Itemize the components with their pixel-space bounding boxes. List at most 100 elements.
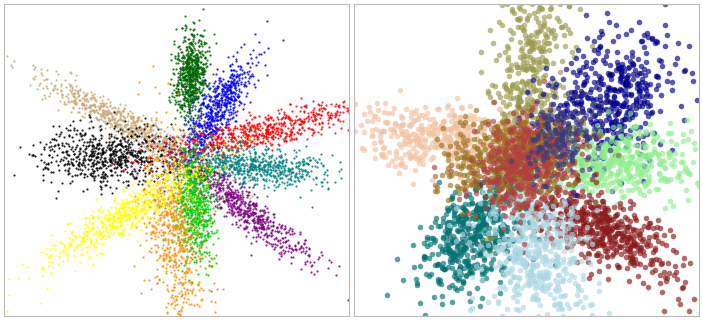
Point xyxy=(471,241,482,246)
Point xyxy=(476,120,487,125)
Point xyxy=(280,238,291,243)
Point xyxy=(200,133,211,139)
Point xyxy=(120,160,131,165)
Point xyxy=(274,170,285,175)
Point xyxy=(233,196,245,202)
Point xyxy=(139,173,150,178)
Point xyxy=(470,129,481,134)
Point xyxy=(616,79,627,84)
Point xyxy=(560,227,571,232)
Point xyxy=(441,134,453,139)
Point xyxy=(245,204,256,209)
Point xyxy=(406,132,418,137)
Point xyxy=(541,113,552,118)
Point xyxy=(190,188,201,193)
Point xyxy=(346,172,357,177)
Point xyxy=(408,146,419,151)
Point xyxy=(636,166,647,172)
Point xyxy=(273,172,284,177)
Point xyxy=(191,131,202,136)
Point xyxy=(117,153,129,158)
Point xyxy=(162,262,173,267)
Point xyxy=(515,180,527,185)
Point xyxy=(266,223,277,228)
Point xyxy=(174,68,186,73)
Point xyxy=(243,214,254,220)
Point xyxy=(258,133,269,138)
Point xyxy=(150,195,161,200)
Point xyxy=(460,192,472,197)
Point xyxy=(39,92,50,97)
Point xyxy=(595,29,606,34)
Point xyxy=(298,242,309,247)
Point xyxy=(198,140,209,145)
Point xyxy=(470,230,481,236)
Point xyxy=(192,244,203,249)
Point xyxy=(502,307,513,312)
Point xyxy=(547,141,558,147)
Point xyxy=(538,193,549,198)
Point xyxy=(466,212,477,218)
Point xyxy=(640,50,652,55)
Point xyxy=(565,150,576,155)
Point xyxy=(489,251,501,256)
Point xyxy=(219,156,231,162)
Point xyxy=(571,100,582,105)
Point xyxy=(259,62,271,68)
Point xyxy=(236,72,247,77)
Point xyxy=(186,189,198,195)
Point xyxy=(527,143,538,148)
Point xyxy=(194,191,205,196)
Point xyxy=(166,288,177,293)
Point xyxy=(366,118,378,123)
Point xyxy=(179,130,190,135)
Point xyxy=(134,178,145,183)
Point xyxy=(275,153,286,158)
Point xyxy=(469,162,480,167)
Point xyxy=(195,106,206,111)
Point xyxy=(600,140,611,145)
Point xyxy=(109,204,120,210)
Point xyxy=(478,119,489,124)
Point xyxy=(569,192,581,197)
Point xyxy=(60,252,72,257)
Point xyxy=(604,72,615,77)
Point xyxy=(226,145,238,150)
Point xyxy=(554,172,565,177)
Point xyxy=(544,6,555,12)
Point xyxy=(217,122,228,127)
Point xyxy=(205,182,216,188)
Point xyxy=(591,133,602,138)
Point xyxy=(522,133,534,138)
Point xyxy=(508,162,519,167)
Point xyxy=(188,134,199,139)
Point xyxy=(181,161,192,166)
Point xyxy=(192,52,203,57)
Point xyxy=(209,170,220,175)
Point xyxy=(204,166,215,171)
Point xyxy=(100,236,111,241)
Point xyxy=(163,205,174,211)
Point xyxy=(205,115,216,120)
Point xyxy=(178,155,189,160)
Point xyxy=(114,212,125,217)
Point xyxy=(567,157,578,162)
Point xyxy=(594,98,605,103)
Point xyxy=(532,206,543,212)
Point xyxy=(122,111,134,116)
Point xyxy=(515,145,526,150)
Point xyxy=(572,143,583,148)
Point xyxy=(233,190,244,195)
Point xyxy=(532,199,543,204)
Point xyxy=(619,83,631,88)
Point xyxy=(127,172,138,177)
Point xyxy=(124,203,135,208)
Point xyxy=(238,142,250,147)
Point xyxy=(149,135,160,140)
Point xyxy=(410,107,421,112)
Point xyxy=(110,195,121,200)
Point xyxy=(180,171,191,176)
Point xyxy=(186,99,198,104)
Point xyxy=(261,240,272,245)
Point xyxy=(503,155,514,160)
